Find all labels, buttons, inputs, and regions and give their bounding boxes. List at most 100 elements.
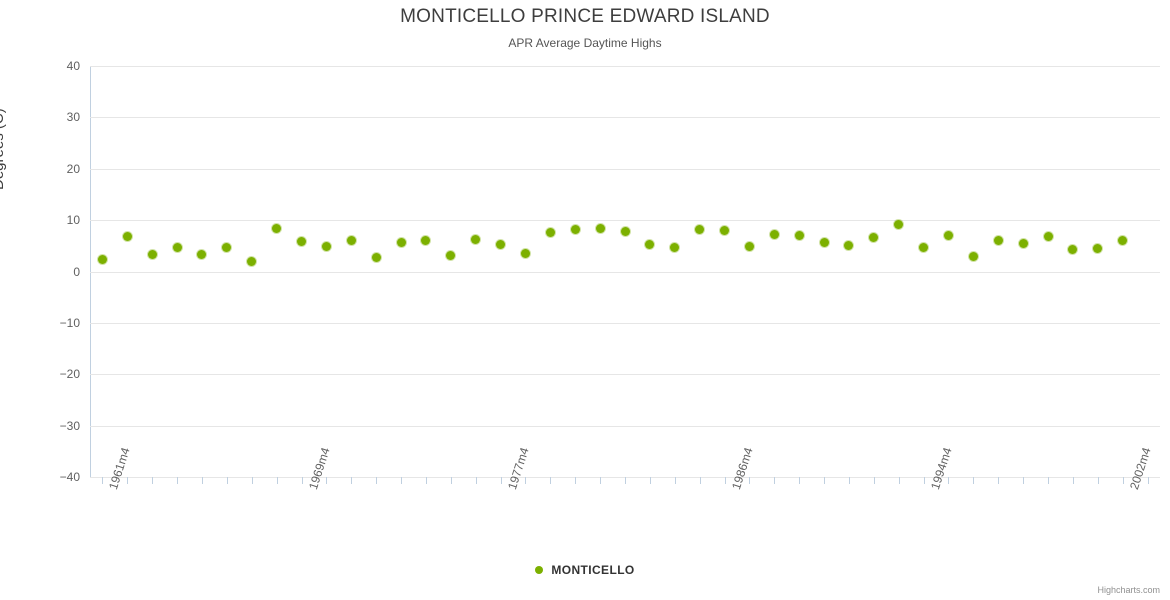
- x-axis-tick: [177, 477, 179, 484]
- x-axis-tick: [948, 477, 950, 484]
- x-axis-tick: [425, 477, 427, 484]
- x-axis-tick: [152, 477, 154, 484]
- data-point[interactable]: [172, 243, 182, 253]
- gridline: [90, 271, 1160, 273]
- x-axis-tick: [923, 477, 925, 484]
- data-point[interactable]: [247, 256, 257, 266]
- data-point[interactable]: [570, 225, 580, 235]
- data-point[interactable]: [1068, 244, 1078, 254]
- chart-subtitle: APR Average Daytime Highs: [508, 36, 662, 50]
- data-point[interactable]: [471, 234, 481, 244]
- data-point[interactable]: [720, 226, 730, 236]
- x-axis-tick: [649, 477, 651, 484]
- x-axis-tick: [898, 477, 900, 484]
- legend: MONTICELLO: [0, 562, 1170, 577]
- data-point[interactable]: [620, 226, 630, 236]
- y-axis-tick-label: 10: [66, 213, 80, 228]
- data-point[interactable]: [396, 238, 406, 248]
- y-axis-title: Degrees (C): [0, 108, 7, 190]
- data-point[interactable]: [695, 225, 705, 235]
- data-point[interactable]: [147, 249, 157, 259]
- x-axis-tick: [500, 477, 502, 484]
- gridline: [90, 168, 1160, 170]
- gridline: [90, 220, 1160, 222]
- data-point[interactable]: [122, 231, 132, 241]
- gridline: [90, 425, 1160, 427]
- data-point[interactable]: [297, 237, 306, 247]
- data-point[interactable]: [321, 241, 331, 251]
- gridline: [90, 117, 1160, 119]
- x-axis-tick: [749, 477, 751, 484]
- data-point[interactable]: [1018, 238, 1028, 248]
- data-point[interactable]: [844, 240, 854, 250]
- x-axis-tick: [873, 477, 875, 484]
- gridline: [90, 66, 1160, 67]
- x-axis-tick: [1023, 477, 1025, 484]
- data-point[interactable]: [769, 230, 779, 239]
- y-axis-tick-label: 30: [66, 110, 80, 125]
- data-point[interactable]: [197, 249, 207, 259]
- y-axis-tick-label: −40: [59, 470, 80, 484]
- data-point[interactable]: [595, 223, 605, 233]
- x-axis-tick: [824, 477, 826, 484]
- y-axis-tick-label: 20: [66, 161, 80, 176]
- data-point[interactable]: [496, 239, 506, 249]
- data-point[interactable]: [446, 250, 456, 260]
- data-point[interactable]: [919, 243, 929, 253]
- chart-title: MONTICELLO PRINCE EDWARD ISLAND: [400, 6, 770, 27]
- x-axis-tick: [450, 477, 452, 484]
- data-point[interactable]: [943, 230, 953, 240]
- x-axis-tick: [226, 477, 228, 484]
- x-axis-tick: [600, 477, 602, 484]
- x-axis-tick: [102, 477, 104, 484]
- data-point[interactable]: [968, 251, 978, 261]
- x-axis-tick: [475, 477, 477, 484]
- x-axis-tick: [774, 477, 776, 484]
- data-point[interactable]: [744, 242, 754, 252]
- data-point[interactable]: [1118, 236, 1128, 246]
- data-point[interactable]: [1093, 244, 1103, 254]
- legend-label: MONTICELLO: [551, 562, 635, 577]
- gridline: [90, 322, 1160, 324]
- x-axis-tick: [699, 477, 701, 484]
- legend-marker-icon: [535, 565, 544, 574]
- data-point[interactable]: [371, 252, 381, 262]
- y-axis-tick-label: 40: [66, 59, 80, 73]
- x-axis-tick: [998, 477, 1000, 484]
- data-point[interactable]: [670, 243, 680, 253]
- x-axis-tick: [201, 477, 203, 484]
- data-point[interactable]: [520, 248, 530, 258]
- data-point[interactable]: [545, 228, 555, 238]
- gridline: [90, 374, 1160, 376]
- data-point[interactable]: [645, 240, 655, 250]
- x-axis-tick: [973, 477, 975, 484]
- x-axis-tick: [625, 477, 626, 484]
- data-point[interactable]: [346, 236, 356, 246]
- plot-area: [90, 66, 1160, 478]
- data-point[interactable]: [993, 235, 1003, 245]
- y-axis-tick-label: 0: [73, 264, 80, 279]
- data-point[interactable]: [272, 224, 282, 234]
- data-point[interactable]: [894, 220, 904, 230]
- x-axis-tick: [799, 477, 801, 484]
- data-point[interactable]: [222, 243, 232, 253]
- data-point[interactable]: [819, 238, 829, 248]
- data-point[interactable]: [421, 236, 431, 246]
- data-point[interactable]: [1043, 231, 1053, 241]
- x-axis-tick: [575, 477, 577, 484]
- data-point[interactable]: [869, 233, 879, 243]
- x-axis-tick: [674, 477, 676, 484]
- data-point[interactable]: [794, 231, 804, 241]
- x-axis-tick: [326, 477, 328, 484]
- x-axis-tick: [276, 477, 278, 484]
- x-axis-tick: [301, 477, 303, 484]
- legend-item[interactable]: MONTICELLO: [535, 562, 634, 577]
- y-axis-tick-label: −30: [59, 418, 80, 433]
- x-axis-tick: [1097, 477, 1099, 484]
- x-axis-tick: [127, 477, 129, 484]
- data-point[interactable]: [97, 254, 107, 264]
- x-axis-tick: [724, 477, 726, 484]
- credits-link[interactable]: Highcharts.com: [1097, 585, 1160, 595]
- x-axis-tick: [848, 477, 850, 484]
